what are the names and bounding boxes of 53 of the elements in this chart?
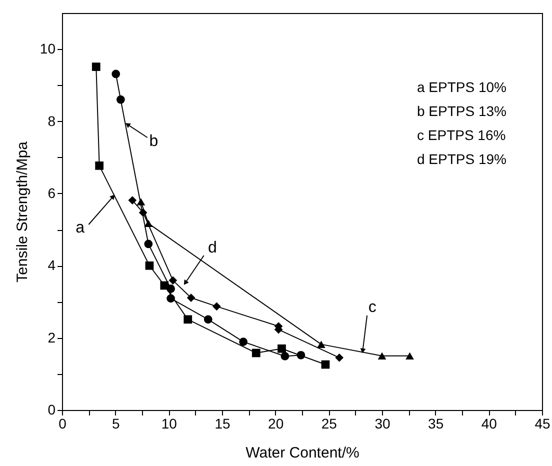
x-tick-label: 35 (428, 416, 444, 432)
legend-label: b (149, 133, 158, 150)
y-tick-label: 0 (48, 402, 56, 418)
x-tick-label: 20 (268, 416, 284, 432)
point (186, 294, 196, 302)
point (168, 276, 178, 285)
x-tick-label: 30 (374, 416, 390, 432)
point (116, 95, 125, 104)
point (166, 294, 175, 303)
y-tick-label: 10 (40, 40, 56, 57)
point (166, 284, 175, 293)
point (212, 302, 221, 311)
point (252, 348, 260, 358)
point (145, 261, 154, 270)
point (138, 208, 148, 217)
x-tick-label: 0 (58, 416, 67, 432)
y-tick-label: 8 (48, 112, 56, 129)
point (95, 161, 104, 170)
annotation: c EPTPS 16% (417, 127, 506, 143)
y-axis-title: Tensile Strength/Mpa (14, 140, 31, 282)
y-tick-label: 2 (48, 329, 56, 346)
x-tick-label: 40 (481, 416, 498, 432)
point (280, 352, 290, 360)
point (136, 198, 146, 206)
point (321, 360, 330, 369)
y-tick-label: 6 (48, 184, 56, 201)
point (92, 62, 100, 71)
point (239, 338, 248, 346)
point (128, 196, 137, 204)
point (317, 340, 326, 348)
point (278, 344, 286, 353)
text: a (76, 220, 85, 237)
point (335, 353, 344, 362)
point (144, 220, 153, 228)
y-tick-label: 4 (48, 257, 56, 274)
point (406, 352, 414, 360)
x-axis-title: Water Content/% (246, 444, 360, 462)
x-tick-label: 25 (321, 416, 338, 432)
text: d (208, 240, 217, 257)
point (184, 315, 192, 324)
point (378, 352, 386, 360)
x-tick-label: 5 (112, 416, 120, 432)
point (144, 240, 153, 248)
point (112, 70, 120, 78)
x-tick-label: 10 (161, 416, 178, 432)
x-tick-label: 45 (534, 416, 550, 432)
text: c (368, 299, 376, 316)
point (296, 350, 306, 360)
annotation: b EPTPS 13% (417, 103, 506, 119)
point (204, 315, 212, 324)
annotation: a EPTPS 10% (417, 79, 506, 95)
x-tick-label: 15 (214, 416, 230, 432)
annotation: d EPTPS 19% (417, 151, 506, 167)
